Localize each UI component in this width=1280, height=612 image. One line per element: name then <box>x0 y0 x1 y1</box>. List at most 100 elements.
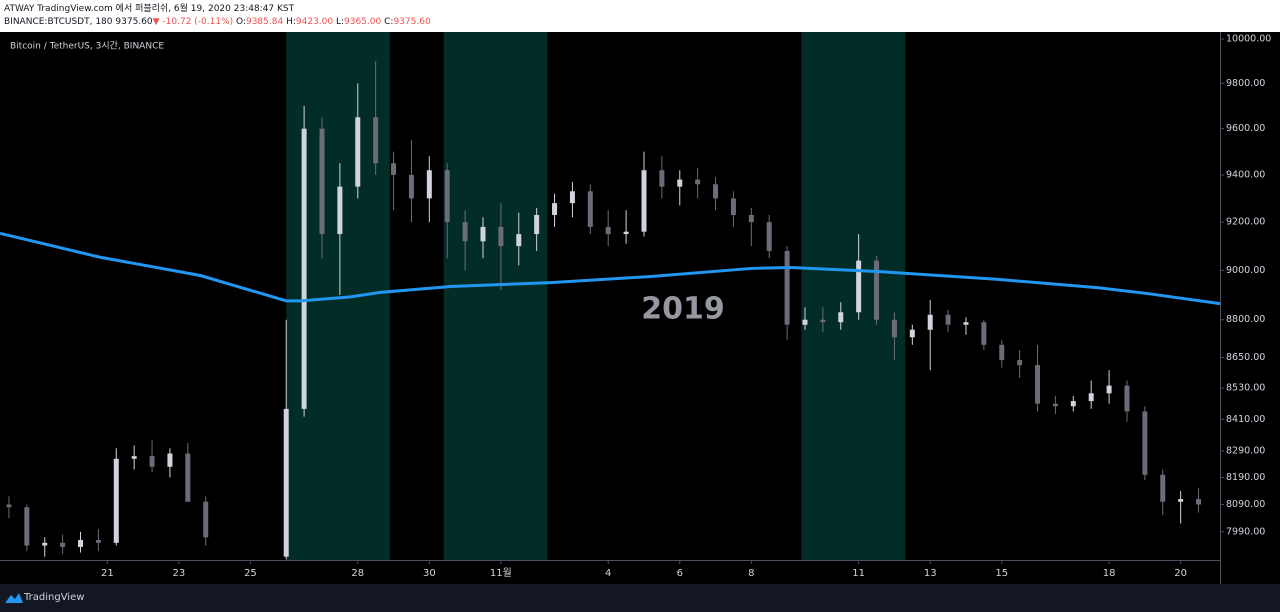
highlight-band <box>443 32 548 560</box>
ohlc-value: 9385.84 <box>245 17 284 27</box>
candle-body <box>95 540 101 543</box>
publisher: ATWAY TradingView.com 에서 퍼블리쉬, 6월 19, 20… <box>4 4 295 14</box>
y-tick-label: 8530.00 <box>1226 383 1265 394</box>
candle-body <box>149 456 155 467</box>
ohlc-key: L: <box>335 17 345 27</box>
x-tick-label: 11월 <box>490 567 512 579</box>
candle-body <box>1178 499 1184 502</box>
symbol: BINANCE:BTCUSDT, 180 <box>4 17 113 27</box>
y-tick-label: 9400.00 <box>1226 169 1265 180</box>
y-tick-label: 8410.00 <box>1226 414 1265 425</box>
candle-body <box>534 214 540 235</box>
candle-body <box>856 260 862 313</box>
candle-body <box>605 226 611 235</box>
candle-body <box>766 222 772 251</box>
candle-body <box>319 128 325 235</box>
candle-body <box>60 542 66 547</box>
x-tick-label: 6 <box>677 568 683 579</box>
candle-body <box>480 226 486 242</box>
ohlc-value: 9375.60 <box>393 17 431 27</box>
candle-body <box>623 231 629 235</box>
candle-body <box>203 501 209 538</box>
candle-body <box>677 179 683 187</box>
x-tick-label: 21 <box>101 568 114 579</box>
x-tick-label: 11 <box>852 568 865 579</box>
candle-body <box>963 322 969 325</box>
candle-body <box>1124 385 1130 412</box>
y-tick-label: 10000.00 <box>1226 34 1271 45</box>
candle-body <box>185 453 191 502</box>
watermark: 2019 <box>641 292 725 327</box>
candle-body <box>1160 474 1166 502</box>
y-tick-label: 8650.00 <box>1226 352 1265 363</box>
y-tick-label: 9000.00 <box>1226 265 1265 276</box>
candle-body <box>891 319 897 338</box>
candle-body <box>874 260 880 320</box>
candle-body <box>820 319 826 323</box>
x-tick-label: 20 <box>1174 568 1187 579</box>
candle-body <box>713 184 719 199</box>
candle-body <box>1035 365 1041 404</box>
footer: TradingView <box>0 584 1280 612</box>
candle-body <box>999 344 1005 361</box>
candle-body <box>1142 411 1148 475</box>
candle-body <box>77 540 83 547</box>
ohlc-key: O: <box>236 17 246 27</box>
candle-body <box>748 214 754 223</box>
y-tick-label: 9800.00 <box>1226 78 1265 89</box>
y-tick-label: 8090.00 <box>1226 499 1265 510</box>
x-tick-label: 23 <box>173 568 186 579</box>
candle-body <box>1017 360 1023 366</box>
x-tick-label: 25 <box>244 568 257 579</box>
change-arrow: ▼ <box>152 17 160 27</box>
candle-body <box>838 312 844 323</box>
candle-body <box>337 186 343 235</box>
candle-body <box>6 504 12 508</box>
x-tick-label: 30 <box>423 568 436 579</box>
candle-body <box>945 314 951 325</box>
ohlc-value: 9365.00 <box>344 17 382 27</box>
candle-body <box>730 198 736 215</box>
logo <box>5 593 23 603</box>
candle-body <box>167 453 173 467</box>
candle-body <box>1106 385 1112 394</box>
y-tick-label: 7990.00 <box>1226 526 1265 537</box>
ohlc-key: C: <box>384 17 394 27</box>
quote-line: BINANCE:BTCUSDT, 180 9375.60▼ -10.72 (-0… <box>4 16 431 29</box>
candle-body <box>283 408 289 557</box>
last-price: 9375.60 <box>115 17 153 27</box>
change: -10.72 (-0.11%) <box>162 17 234 27</box>
candle-body <box>1052 403 1058 407</box>
chart: 2019 Bitcoin / TetherUS, 3시간, BINANCE 1000… <box>0 32 1280 584</box>
candle-body <box>24 507 30 546</box>
candle-body <box>1070 401 1076 407</box>
y-tick-label: 9600.00 <box>1226 123 1265 134</box>
candle-body <box>301 128 307 409</box>
x-tick-label: 28 <box>351 568 364 579</box>
ohlc-key: H: <box>286 17 296 27</box>
candle-body <box>641 170 647 232</box>
candle-body <box>113 458 119 543</box>
candle-body <box>408 174 414 199</box>
candle-body <box>426 170 432 199</box>
candle-body <box>552 203 558 215</box>
candle-body <box>42 542 48 546</box>
candle-body <box>659 170 665 187</box>
candle-body <box>569 191 575 204</box>
y-tick-label: 8190.00 <box>1226 472 1265 483</box>
candle-body <box>784 250 790 325</box>
candle-body <box>373 117 379 164</box>
y-tick-label: 9200.00 <box>1226 217 1265 228</box>
candle-body <box>802 319 808 325</box>
header: ATWAY TradingView.com 에서 퍼블리쉬, 6월 19, 20… <box>4 3 431 29</box>
x-tick-label: 13 <box>924 568 937 579</box>
candle-body <box>462 222 468 242</box>
candle-body <box>498 226 504 247</box>
candle-body <box>1088 393 1094 402</box>
candle-body <box>695 179 701 185</box>
candle-body <box>927 314 933 330</box>
candle-body <box>131 456 137 459</box>
candle-body <box>355 117 361 187</box>
legend: Bitcoin / TetherUS, 3시간, BINANCE <box>10 41 164 52</box>
